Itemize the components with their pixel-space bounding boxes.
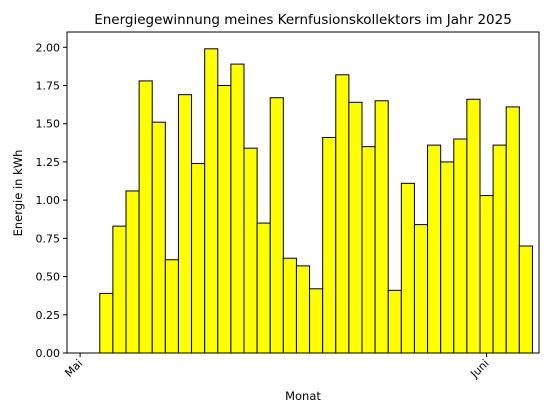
bar-2025-05-28 (427, 144, 442, 354)
chart-title: Energiegewinnung meines Kernfusionskolle… (94, 12, 512, 28)
bar-2025-05-19 (309, 288, 324, 354)
bar-2025-05-08 (164, 259, 179, 354)
bar-2025-05-20 (322, 136, 337, 354)
bar-2025-05-10 (191, 162, 206, 354)
bar-2025-05-16 (269, 97, 284, 354)
bar-2025-05-27 (413, 224, 429, 354)
bar-2025-05-25 (387, 289, 402, 354)
bar-2025-05-07 (151, 121, 166, 354)
bar-2025-05-15 (256, 222, 271, 354)
bar-2025-05-30 (453, 138, 468, 354)
y-axis-label: Energie in kWh (11, 150, 25, 237)
bars-group (99, 48, 533, 354)
y-tick-label: 0.00 (36, 347, 61, 360)
bar-2025-06-04 (518, 245, 533, 354)
bar-2025-06-03 (505, 106, 520, 354)
bar-2025-06-01 (479, 195, 494, 354)
bar-2025-05-06 (138, 80, 153, 354)
y-tick-label: 1.25 (36, 156, 61, 169)
bar-2025-05-17 (282, 257, 297, 354)
bar-2025-05-09 (177, 94, 193, 354)
x-axis-label: Monat (285, 389, 321, 403)
bar-2025-05-03 (99, 292, 114, 354)
bar-2025-05-14 (243, 147, 258, 354)
bar-2025-05-26 (400, 182, 415, 354)
y-tick-label: 0.75 (36, 232, 61, 245)
y-tick-label: 1.00 (36, 194, 61, 207)
bar-2025-06-02 (492, 144, 507, 354)
bar-2025-05-31 (466, 98, 481, 354)
bar-2025-05-12 (217, 85, 232, 354)
bar-2025-05-11 (204, 48, 219, 354)
y-tick-label: 0.50 (36, 271, 61, 284)
bar-2025-05-29 (440, 161, 455, 354)
plot-frame (66, 31, 540, 354)
bar-2025-05-23 (361, 146, 376, 354)
y-tick-label: 1.50 (36, 118, 61, 131)
bar-2025-05-04 (112, 225, 127, 354)
y-tick-label: 2.00 (36, 41, 61, 54)
bar-2025-05-18 (295, 265, 311, 354)
bar-2025-05-22 (348, 101, 363, 354)
y-axis: 0.00 0.25 0.50 0.75 1.00 1.25 1.50 1.75 2.00 (36, 41, 67, 360)
bar-2025-05-05 (125, 190, 140, 354)
bar-2025-05-21 (335, 74, 350, 354)
y-tick-label: 0.25 (36, 309, 61, 322)
bar-2025-05-24 (374, 100, 389, 354)
bar-2025-05-13 (230, 63, 245, 354)
y-tick-label: 1.75 (36, 80, 61, 93)
